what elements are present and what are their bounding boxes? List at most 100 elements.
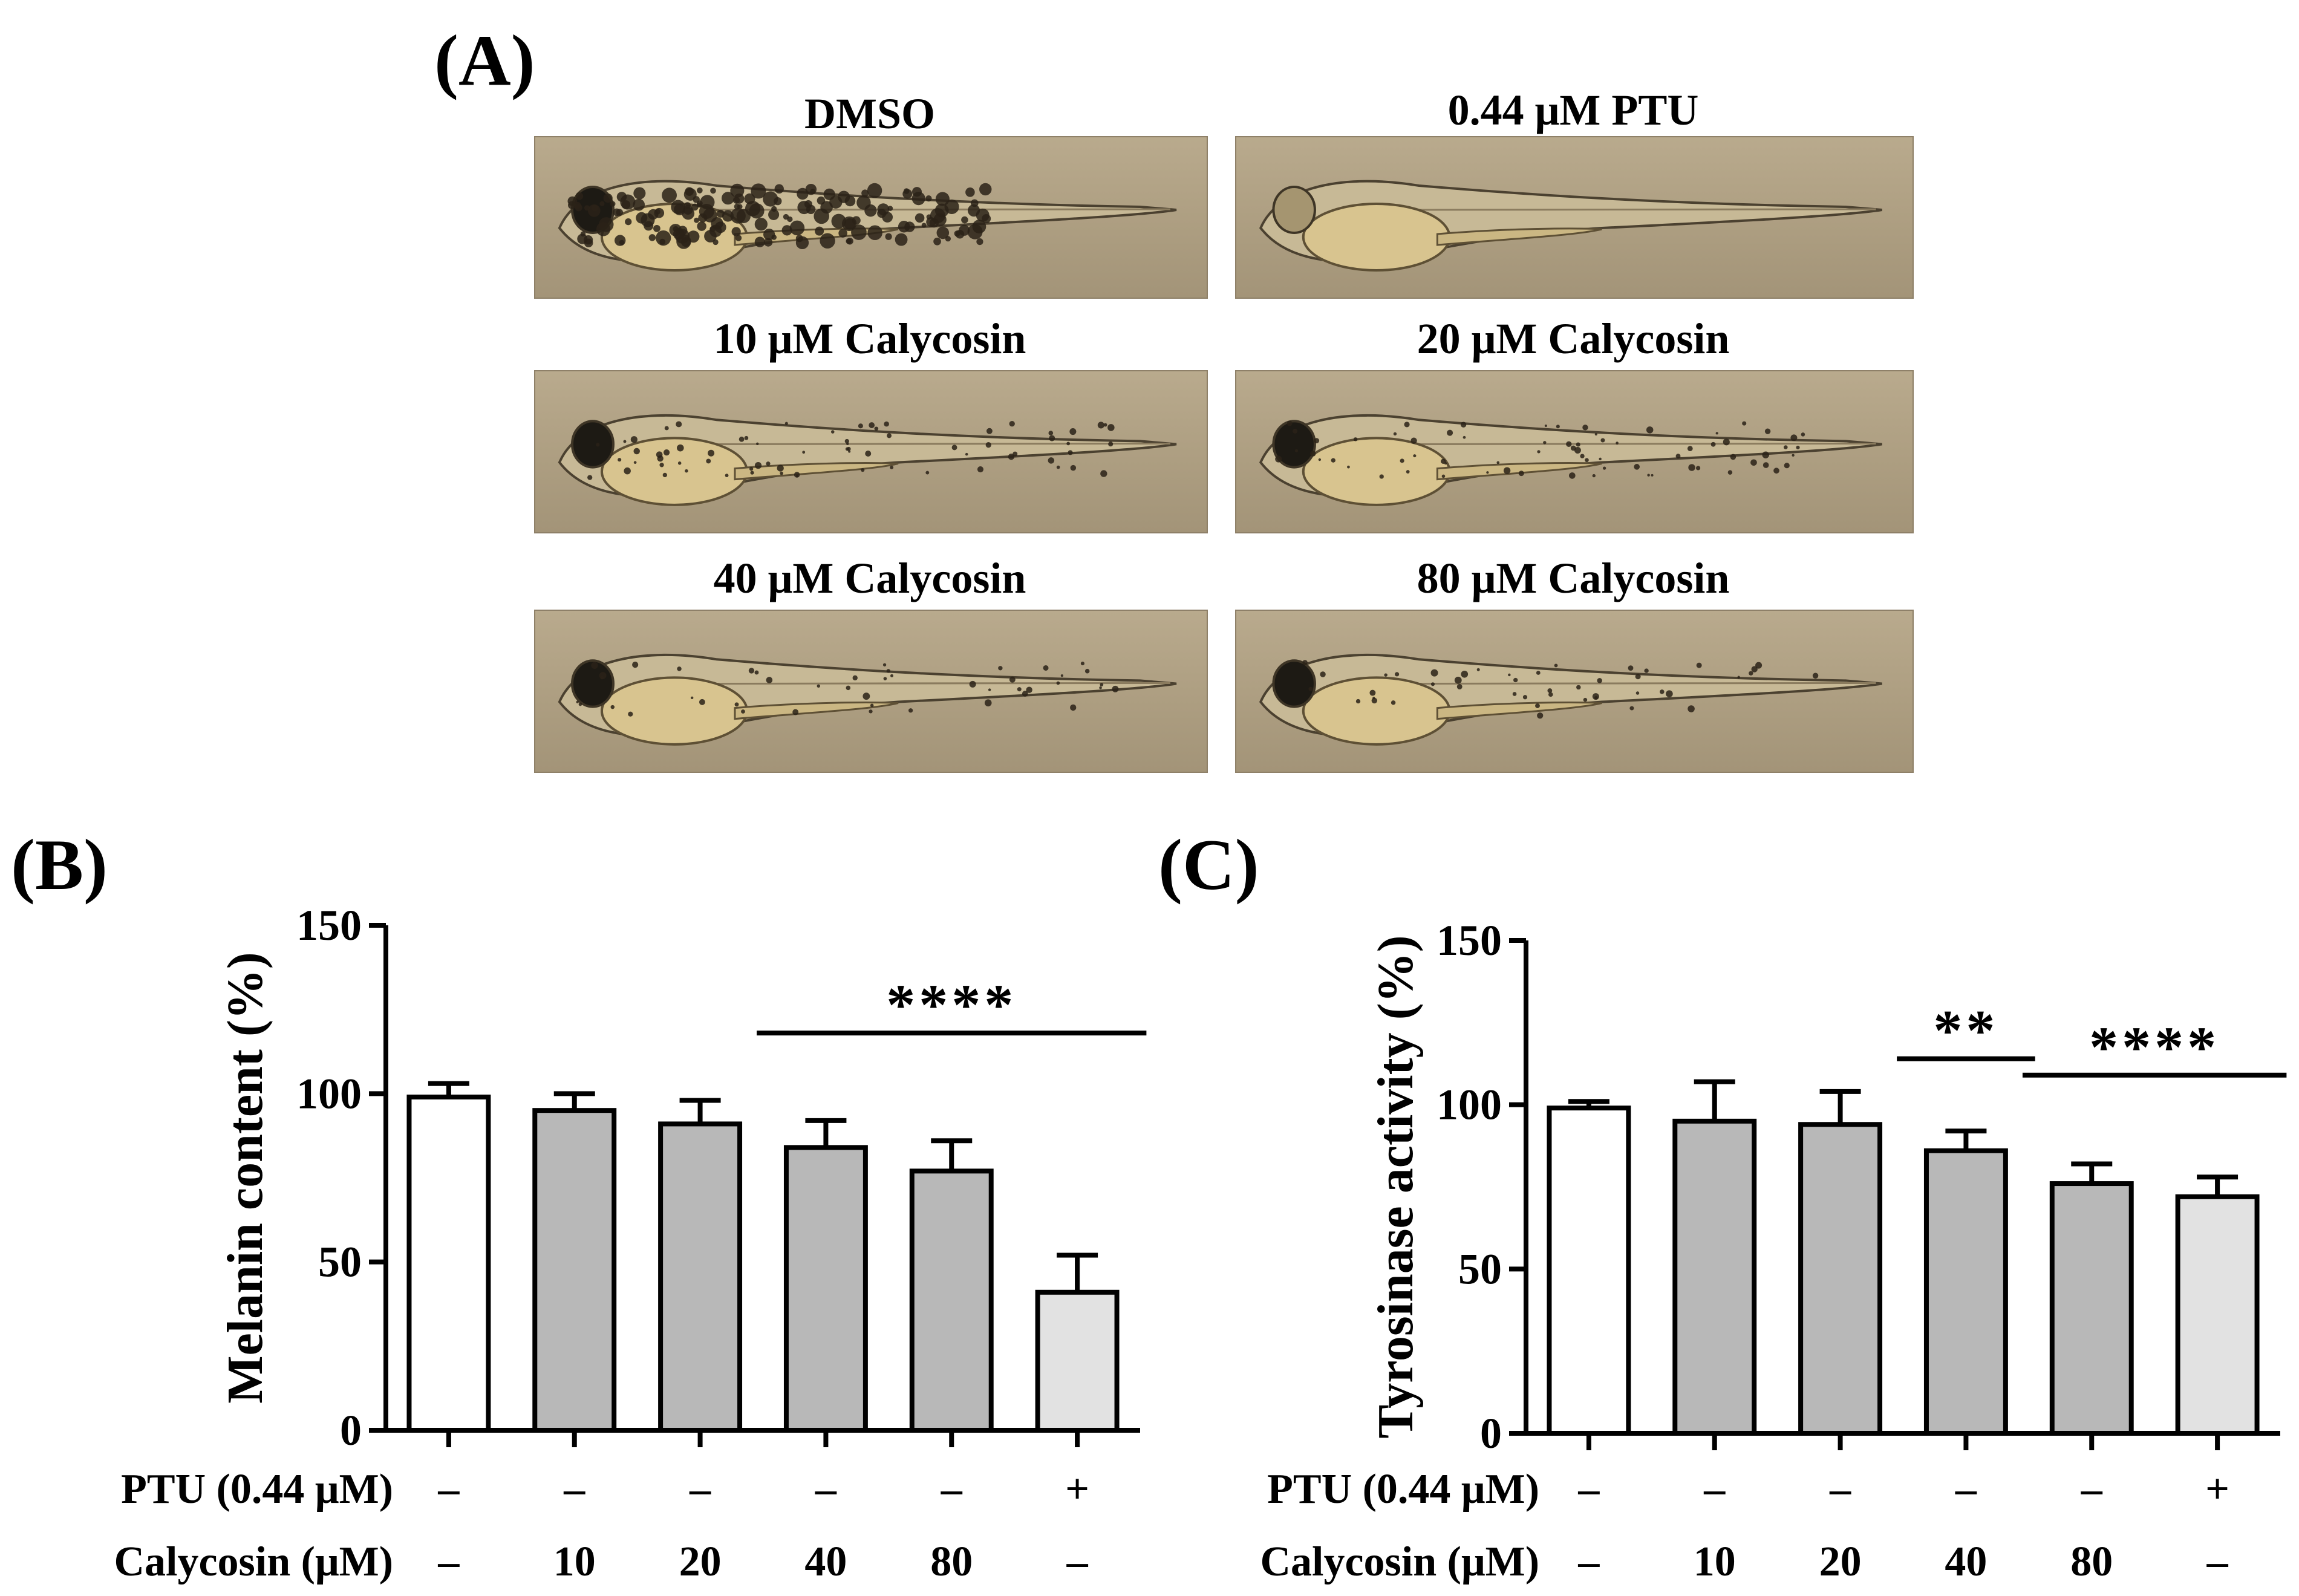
melanophore-spot bbox=[1687, 446, 1693, 451]
melanophore-spot bbox=[636, 212, 648, 224]
melanophore-spot bbox=[976, 238, 983, 246]
melanophore-spot bbox=[754, 218, 768, 231]
melanophore-spot bbox=[731, 227, 741, 236]
treatment-row-value: 20 bbox=[679, 1539, 722, 1585]
melanophore-spot bbox=[1461, 670, 1469, 678]
melanophore-spot bbox=[1294, 449, 1299, 452]
bar-ptu bbox=[2175, 1194, 2260, 1436]
melanophore-spot bbox=[1594, 695, 1598, 700]
melanophore-spot bbox=[890, 465, 894, 469]
melanophore-spot bbox=[998, 666, 1003, 671]
melanophore-spot bbox=[1600, 438, 1605, 443]
zebrafish-photo-ptu bbox=[1235, 136, 1914, 299]
melanophore-spot bbox=[684, 202, 691, 209]
melanophore-spot bbox=[677, 461, 682, 465]
bar-40 bbox=[783, 1145, 868, 1433]
melanophore-spot bbox=[985, 442, 991, 448]
melanophore-spot bbox=[984, 699, 992, 707]
melanophore-spot bbox=[1486, 471, 1489, 474]
melanophore-spot bbox=[1518, 471, 1524, 477]
melanophore-spot bbox=[1762, 451, 1770, 458]
melanophore-spot bbox=[1060, 674, 1064, 677]
melanophore-spot bbox=[600, 676, 604, 680]
melanophore-spot bbox=[982, 214, 991, 224]
y-axis-title: Tyrosinase activity (%) bbox=[1368, 935, 1424, 1438]
melanophore-spot bbox=[1406, 470, 1410, 474]
treatment-row-value: – bbox=[1066, 1539, 1089, 1585]
melanophore-spot bbox=[925, 471, 930, 475]
melanophore-spot bbox=[972, 220, 986, 234]
melanophore-spot bbox=[781, 225, 792, 236]
melanophore-spot bbox=[1107, 424, 1115, 431]
melanophore-spot bbox=[1666, 690, 1673, 698]
melanophore-spot bbox=[603, 194, 613, 203]
melanophore-spot bbox=[846, 238, 852, 244]
melanophore-spot bbox=[1773, 467, 1779, 474]
melanophore-spot bbox=[851, 224, 867, 240]
melanophore-spot bbox=[1100, 683, 1104, 686]
melanophore-spot bbox=[1347, 465, 1350, 469]
melanophore-spot bbox=[848, 450, 851, 453]
melanophore-spot bbox=[633, 187, 646, 200]
melanophore-spot bbox=[659, 238, 666, 245]
bar-20 bbox=[1798, 1122, 1883, 1436]
melanophore-spot bbox=[1537, 712, 1544, 719]
treatment-row-value: – bbox=[815, 1466, 837, 1513]
larva-eye bbox=[1272, 186, 1316, 234]
melanophore-spot bbox=[842, 216, 857, 232]
bar-dmso bbox=[406, 1094, 491, 1433]
melanophore-spot bbox=[1017, 687, 1022, 692]
zebrafish-larva-drawing bbox=[558, 653, 1177, 746]
melanophore-spot bbox=[708, 449, 715, 457]
melanophore-spot bbox=[967, 204, 980, 217]
melanophore-spot bbox=[884, 421, 889, 427]
melanophore-spot bbox=[677, 444, 684, 452]
melanophore-spot bbox=[846, 446, 851, 451]
melanophore-spot bbox=[739, 436, 745, 442]
melanophore-spot bbox=[1100, 470, 1107, 477]
melanophore-spot bbox=[1070, 704, 1077, 711]
melanophore-spot bbox=[766, 677, 773, 683]
melanophore-spot bbox=[1512, 692, 1517, 696]
melanophore-spot bbox=[576, 700, 579, 703]
melanophore-spot bbox=[599, 217, 614, 232]
melanophore-spot bbox=[1108, 441, 1114, 447]
treatment-row-value: – bbox=[437, 1466, 460, 1513]
melanophore-spot bbox=[1783, 445, 1788, 449]
melanophore-spot bbox=[883, 677, 887, 680]
treatment-row-value: – bbox=[563, 1466, 585, 1513]
melanophore-spot bbox=[784, 422, 788, 425]
melanophore-spot bbox=[1404, 422, 1410, 428]
treatment-row-value: + bbox=[1065, 1466, 1089, 1513]
melanophore-spot bbox=[1582, 425, 1588, 431]
melanophore-spot bbox=[1554, 663, 1558, 668]
melanophore-spot bbox=[1749, 671, 1753, 676]
melanophore-spot bbox=[926, 214, 932, 220]
melanophore-spot bbox=[869, 422, 875, 428]
zebrafish-larva-drawing bbox=[558, 180, 1177, 272]
larva-eye bbox=[571, 420, 615, 469]
melanophore-spot bbox=[1755, 662, 1763, 669]
melanophore-spot bbox=[908, 708, 913, 713]
melanophore-spot bbox=[867, 225, 882, 241]
melanophore-spot bbox=[1696, 662, 1702, 668]
bar-40 bbox=[1923, 1148, 2008, 1436]
melanophore-spot bbox=[662, 187, 677, 203]
melanophore-spot bbox=[815, 226, 824, 236]
melanophore-spot bbox=[1009, 421, 1015, 427]
melanophore-spot bbox=[1727, 470, 1733, 475]
melanophore-spot bbox=[694, 217, 699, 223]
melanophore-spot bbox=[1660, 689, 1665, 694]
melanophore-spot bbox=[763, 191, 778, 207]
bar-10 bbox=[1672, 1118, 1757, 1436]
melanin-content-chart: 0 50 100 150 Melanin content (%) **** PTU (0.4… bbox=[114, 901, 1147, 1585]
melanophore-spot bbox=[575, 192, 584, 200]
melanophore-spot bbox=[1801, 432, 1805, 437]
melanophore-spot bbox=[1043, 665, 1049, 671]
melanophore-spot bbox=[865, 451, 872, 457]
larva-yolk-extension bbox=[1436, 702, 1602, 720]
melanophore-spot bbox=[1275, 455, 1282, 463]
melanophore-spot bbox=[1543, 441, 1547, 445]
melanophore-spot bbox=[1675, 454, 1681, 459]
melanophore-spot bbox=[1286, 420, 1293, 426]
